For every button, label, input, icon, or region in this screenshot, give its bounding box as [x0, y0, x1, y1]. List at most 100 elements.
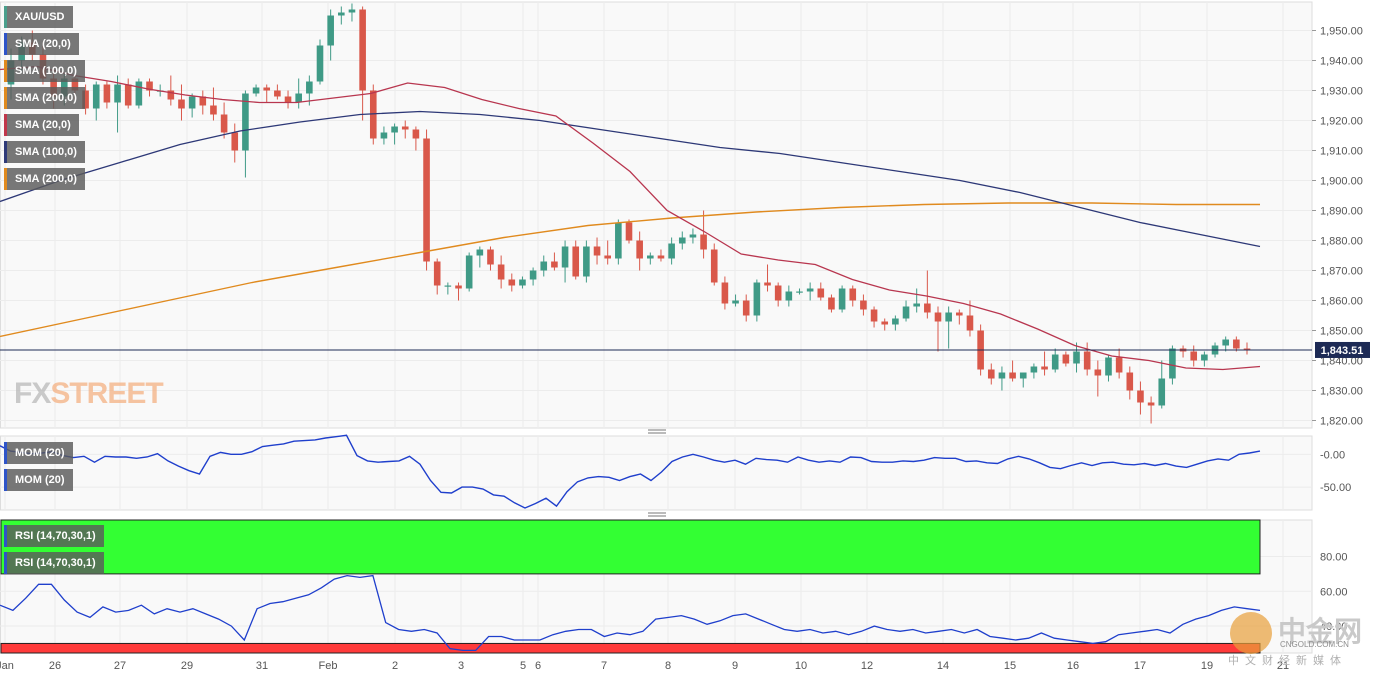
candle-body: [1137, 390, 1144, 403]
candle-body: [572, 246, 580, 277]
x-tick-label: 8: [665, 660, 671, 672]
legend-swatch: [4, 469, 7, 491]
candle-body: [1222, 339, 1229, 346]
candle-body: [838, 288, 846, 310]
legend-chip[interactable]: SMA (100,0): [4, 60, 85, 82]
candle-body: [295, 93, 302, 103]
x-tick-label: 3: [458, 660, 464, 672]
legend-chip[interactable]: RSI (14,70,30,1): [4, 552, 104, 574]
candle-body: [924, 303, 931, 313]
x-tick-label: 7: [601, 660, 607, 672]
legend-chip[interactable]: RSI (14,70,30,1): [4, 525, 104, 547]
candle-body: [146, 81, 153, 91]
candle-body: [593, 246, 601, 256]
candle-body: [849, 288, 857, 301]
legend-swatch: [4, 33, 7, 55]
legend-chip[interactable]: SMA (20,0): [4, 114, 79, 136]
legend-label: SMA (100,0): [15, 146, 77, 158]
candle-body: [881, 321, 889, 325]
mom-tick-label: -50.00: [1320, 482, 1351, 494]
rsi-tick-label: 40.00: [1320, 621, 1348, 633]
candle-body: [1201, 354, 1208, 361]
candle-body: [188, 96, 196, 109]
candle-body: [1083, 351, 1091, 370]
legend-swatch: [4, 442, 7, 464]
y-tick-label: 1,890.00: [1320, 206, 1363, 218]
candle-body: [210, 105, 217, 115]
x-tick-label: 14: [937, 660, 949, 672]
candle-body: [1051, 354, 1059, 370]
candle-body: [274, 90, 281, 97]
y-tick-label: 1,860.00: [1320, 296, 1363, 308]
candle-body: [1169, 348, 1176, 379]
candle-body: [1062, 354, 1070, 364]
candle-body: [231, 132, 239, 151]
mom-tick-label: -0.00: [1320, 449, 1345, 461]
last-price-label: 1,843.51: [1321, 345, 1364, 357]
y-tick-label: 1,840.00: [1320, 356, 1363, 368]
candle-body: [625, 222, 633, 241]
x-tick-label: 29: [181, 660, 193, 672]
candle-body: [380, 132, 388, 139]
candle-body: [263, 87, 271, 91]
candle-body: [870, 309, 878, 322]
legend-chip[interactable]: SMA (100,0): [4, 141, 85, 163]
legend-chip[interactable]: MOM (20): [4, 469, 73, 491]
fxstreet-watermark: FXSTREET: [14, 377, 164, 410]
candle-body: [1190, 351, 1198, 361]
legend-chip[interactable]: MOM (20): [4, 442, 73, 464]
candle-body: [551, 261, 558, 268]
main-pane: [0, 1, 1313, 429]
cngold-tagline: 中文财经新媒体: [1228, 654, 1347, 667]
candle-body: [199, 96, 207, 106]
y-axis-main: 1,820.00 1,830.00 1,840.00 1,850.00 1,860.00…: [0, 26, 1363, 428]
candle-body: [114, 84, 121, 103]
x-tick-label: 27: [114, 660, 126, 672]
legend-swatch: [4, 141, 7, 163]
candle-body: [604, 255, 611, 259]
candle-body: [252, 87, 260, 94]
legend-chip[interactable]: XAU/USD: [4, 6, 73, 28]
x-tick-label: 12: [861, 660, 873, 672]
candle-body: [657, 255, 665, 259]
candle-body: [465, 255, 473, 289]
x-tick-label: 31: [256, 660, 268, 672]
y-tick-label: 1,880.00: [1320, 236, 1363, 248]
candle-body: [316, 45, 324, 82]
candle-body: [348, 9, 356, 13]
candle-body: [540, 261, 548, 271]
candle-body: [860, 300, 867, 310]
candle-body: [796, 291, 803, 293]
legend-label: SMA (200,0): [15, 173, 77, 185]
candle-body: [913, 303, 920, 307]
legend-swatch: [4, 525, 7, 547]
cngold-logo: 中金网 CNGOLD.COM.CN 中文财经新媒体: [1228, 606, 1378, 672]
cngold-name: 中金网: [1278, 615, 1363, 648]
candle-body: [1158, 378, 1166, 406]
legend-chip[interactable]: SMA (200,0): [4, 168, 85, 190]
candle-body: [583, 246, 590, 277]
sma200-line: [0, 202, 1260, 338]
candle-body: [423, 138, 430, 262]
candle-body: [710, 249, 718, 283]
candle-body: [1126, 372, 1134, 391]
rsi-oversold-zone: [0, 642, 1261, 654]
y-tick-label: 1,950.00: [1320, 26, 1363, 38]
x-tick-label: Jan: [0, 660, 14, 672]
legend-chip[interactable]: SMA (200,0): [4, 87, 85, 109]
candle-body: [1041, 366, 1048, 370]
candle-body: [82, 90, 89, 109]
legend-label: RSI (14,70,30,1): [15, 557, 96, 569]
y-tick-label: 1,820.00: [1320, 416, 1363, 428]
candle-body: [455, 285, 462, 289]
candle-body: [1147, 402, 1155, 406]
candle-body: [369, 90, 377, 139]
x-tick-label: 21: [1277, 660, 1289, 672]
candle-body: [1243, 348, 1251, 350]
y-tick-label: 1,850.00: [1320, 326, 1363, 338]
candle-body: [1019, 372, 1027, 379]
x-tick-label: 6: [535, 660, 541, 672]
candle-body: [700, 234, 707, 250]
legend-chip[interactable]: SMA (20,0): [4, 33, 79, 55]
